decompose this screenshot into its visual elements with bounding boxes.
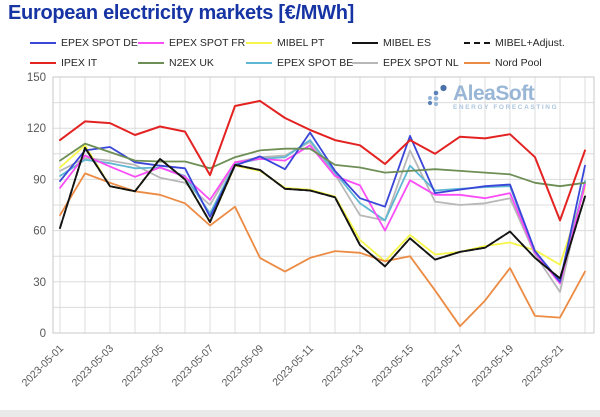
series-line-epex-spot-fr (59, 144, 586, 285)
legend-label-mibel-pt: MIBEL PT (277, 36, 325, 49)
series-line-mibel-adjust (59, 146, 586, 280)
y-tick-label: 0 (40, 328, 46, 340)
legend-label-n2ex-uk: N2EX UK (169, 56, 214, 69)
series-line-ipex-it (59, 99, 586, 222)
x-tick-label: 2023-05-13 (320, 343, 367, 390)
legend-item-ipex-it: IPEX IT (30, 53, 138, 72)
series-line-epex-spot-de (59, 131, 586, 283)
y-tick-label: 90 (33, 174, 46, 186)
plot-border (52, 76, 595, 334)
legend-swatch-epex-spot-fr (138, 41, 164, 44)
legend-item-mibel-es: MIBEL ES (352, 33, 464, 52)
y-tick-label: 60 (33, 226, 46, 238)
legend-label-mibel-es: MIBEL ES (383, 36, 432, 49)
legend-label-epex-spot-be: EPEX SPOT BE (277, 56, 354, 69)
legend-item-mibel-pt: MIBEL PT (246, 33, 352, 52)
legend-swatch-n2ex-uk (138, 61, 164, 64)
legend-swatch-epex-spot-nl (352, 61, 378, 64)
y-tick-label: 30 (33, 277, 46, 289)
legend-item-nord-pool: Nord Pool (464, 53, 582, 72)
x-tick-label: 2023-05-15 (370, 343, 417, 390)
legend-label-epex-spot-nl: EPEX SPOT NL (383, 56, 459, 69)
legend-item-epex-spot-fr: EPEX SPOT FR (138, 33, 246, 52)
x-tick-label: 2023-05-19 (470, 343, 517, 390)
x-tick-label: 2023-05-07 (170, 343, 217, 390)
legend-label-epex-spot-de: EPEX SPOT DE (61, 36, 138, 49)
legend-swatch-mibel-adjust (464, 41, 490, 44)
legend-item-mibel-adjust: MIBEL+Adjust. (464, 33, 582, 52)
legend-swatch-nord-pool (464, 61, 490, 64)
legend-label-ipex-it: IPEX IT (61, 56, 98, 69)
y-tick-label: 120 (27, 123, 46, 135)
series-line-epex-spot-nl (59, 140, 586, 293)
x-tick-label: 2023-05-03 (70, 343, 117, 390)
legend-swatch-mibel-es (352, 41, 378, 44)
x-tick-label: 2023-05-05 (120, 343, 167, 390)
legend-item-epex-spot-nl: EPEX SPOT NL (352, 53, 464, 72)
legend-swatch-ipex-it (30, 61, 56, 64)
series-line-n2ex-uk (59, 142, 586, 188)
gridlines (53, 76, 594, 334)
y-tick-label: 150 (27, 72, 46, 84)
legend-label-mibel-adjust: MIBEL+Adjust. (495, 36, 565, 49)
legend-swatch-epex-spot-be (246, 61, 272, 64)
series-line-nord-pool (59, 172, 586, 328)
x-tick-label: 2023-05-01 (20, 343, 67, 390)
y-axis-ticks: 0 30 60 90 120 150 (27, 72, 46, 340)
legend-item-epex-spot-be: EPEX SPOT BE (246, 53, 354, 72)
series-lines (59, 99, 586, 328)
x-tick-label: 2023-05-11 (270, 343, 316, 389)
chart-legend: EPEX SPOT DE EPEX SPOT FR MIBEL PT MIBEL ES… (30, 33, 596, 72)
x-axis-ticks: 2023-05-01 2023-05-03 2023-05-05 2023-05-07… (20, 343, 567, 390)
legend-item-n2ex-uk: N2EX UK (138, 53, 246, 72)
x-tick-label: 2023-05-17 (420, 343, 467, 390)
legend-swatch-mibel-pt (246, 41, 272, 44)
x-tick-label: 2023-05-21 (520, 343, 567, 390)
legend-label-nord-pool: Nord Pool (495, 56, 542, 69)
x-tick-label: 2023-05-09 (220, 343, 267, 390)
legend-label-epex-spot-fr: EPEX SPOT FR (169, 36, 246, 49)
bottom-edge-strip (0, 410, 600, 417)
chart-title: European electricity markets [€/MWh] (8, 2, 354, 24)
legend-item-epex-spot-de: EPEX SPOT DE (30, 33, 138, 52)
legend-swatch-epex-spot-de (30, 41, 56, 44)
